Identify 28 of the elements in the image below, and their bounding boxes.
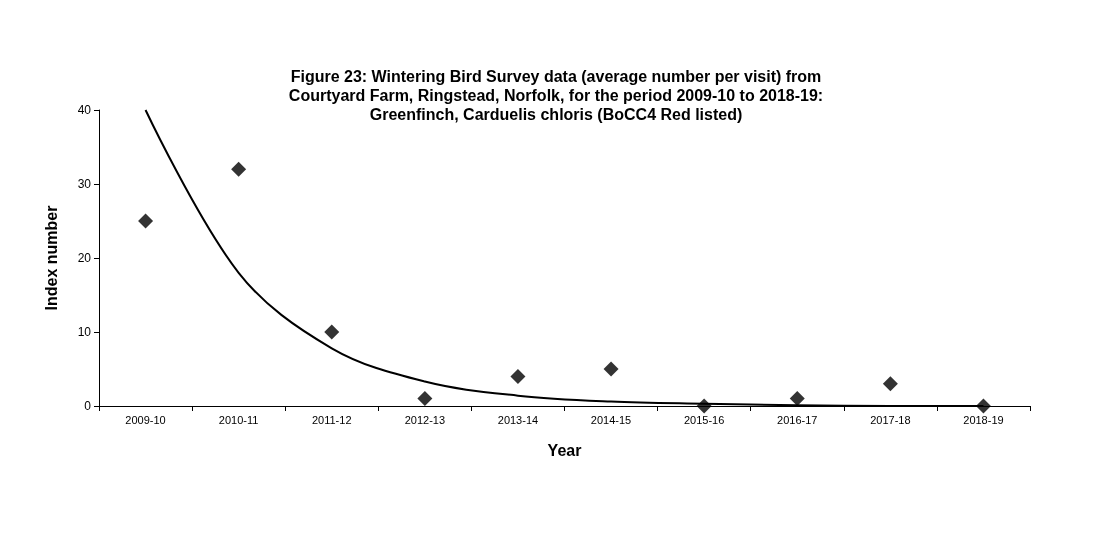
point: [510, 368, 526, 384]
x-tick-label: 2014-15: [590, 413, 632, 426]
point: [231, 161, 247, 177]
x-tick-label: 2010-11: [218, 413, 259, 426]
x-tick-label: 2015-16: [683, 413, 725, 426]
y-tick-label: 30: [77, 177, 92, 191]
x-tick-label: 2012-13: [404, 413, 446, 426]
y-tick-label: 40: [77, 103, 92, 117]
point: [975, 398, 991, 414]
chart-title: Figure 23: Wintering Bird Survey data (average number per visit) from Courtyard Farm, Ringstead, Norfolk, for the period 2009-10 to 2018-19: Greenfinch, Carduelis chloris (BoCC4 Red listed): [288, 68, 824, 123]
x-axis-title: Year: [547, 441, 582, 459]
x-tick-label: 2016-17: [777, 413, 818, 426]
x-tick-label: 2013-14: [497, 413, 539, 426]
point: [882, 376, 898, 392]
x-tick-label: 2011-12: [311, 413, 352, 426]
y-tick-label: 10: [77, 325, 92, 339]
y-axis-title: Index number: [42, 205, 60, 311]
point: [324, 324, 340, 340]
point: [789, 391, 805, 407]
point: [603, 361, 619, 377]
x-tick-label: 2017-18: [870, 413, 911, 426]
x-tick-label: 2018-19: [963, 413, 1004, 426]
point: [696, 398, 712, 414]
y-tick-label: 20: [77, 251, 92, 265]
point: [417, 391, 433, 407]
x-tick-label: 2009-10: [125, 413, 166, 426]
y-tick-label: 0: [84, 399, 92, 413]
point: [138, 213, 154, 229]
